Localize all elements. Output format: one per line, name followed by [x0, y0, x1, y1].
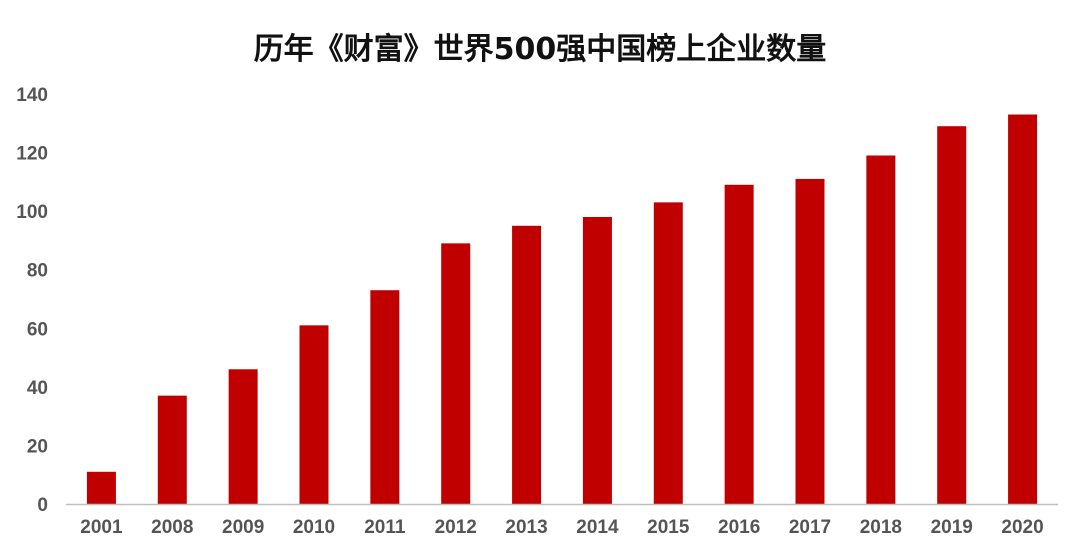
x-tick-label: 2009	[222, 517, 264, 538]
bar-2008	[157, 395, 187, 504]
x-tick-label: 2014	[576, 517, 619, 538]
bar-2015	[653, 202, 683, 504]
bars	[86, 114, 1038, 505]
y-tick-label: 80	[27, 261, 48, 282]
chart-title: 历年《财富》世界500强中国榜上企业数量	[253, 32, 827, 67]
x-tick-label: 2008	[151, 517, 193, 538]
bar-2001	[86, 471, 116, 504]
y-tick-label: 100	[16, 202, 48, 223]
x-tick-label: 2020	[1001, 517, 1043, 538]
x-tick-label: 2013	[505, 517, 547, 538]
bar-2018	[866, 155, 896, 504]
y-tick-label: 120	[16, 144, 48, 165]
x-tick-label: 2010	[293, 517, 335, 538]
bar-2017	[795, 178, 825, 504]
bar-2020	[1008, 114, 1038, 504]
y-tick-label: 0	[37, 495, 48, 516]
x-tick-label: 2018	[860, 517, 902, 538]
bar-2013	[512, 225, 542, 505]
y-axis-ticks: 0 20 40 60 80 100 120 140	[16, 85, 48, 516]
bar-2014	[582, 217, 612, 504]
x-axis-ticks: 2001 2008 2009 2010 2011 2012 2013 2014 2015 2016…	[80, 517, 1043, 538]
y-tick-label: 60	[27, 319, 48, 340]
y-tick-label: 20	[27, 436, 48, 457]
x-tick-label: 2015	[647, 517, 690, 538]
x-tick-label: 2019	[931, 517, 973, 538]
bar-2012	[441, 243, 471, 504]
y-tick-label: 140	[16, 85, 48, 106]
y-tick-label: 40	[27, 378, 48, 399]
x-tick-label: 2017	[789, 517, 831, 538]
bar-2009	[228, 369, 258, 504]
bar-2016	[724, 184, 754, 505]
x-tick-label: 2011	[364, 517, 406, 538]
bar-2019	[937, 126, 967, 504]
x-tick-label: 2016	[718, 517, 760, 538]
x-tick-label: 2001	[80, 517, 123, 538]
x-tick-label: 2012	[435, 517, 477, 538]
bar-2010	[299, 325, 329, 504]
bar-2011	[370, 290, 400, 504]
